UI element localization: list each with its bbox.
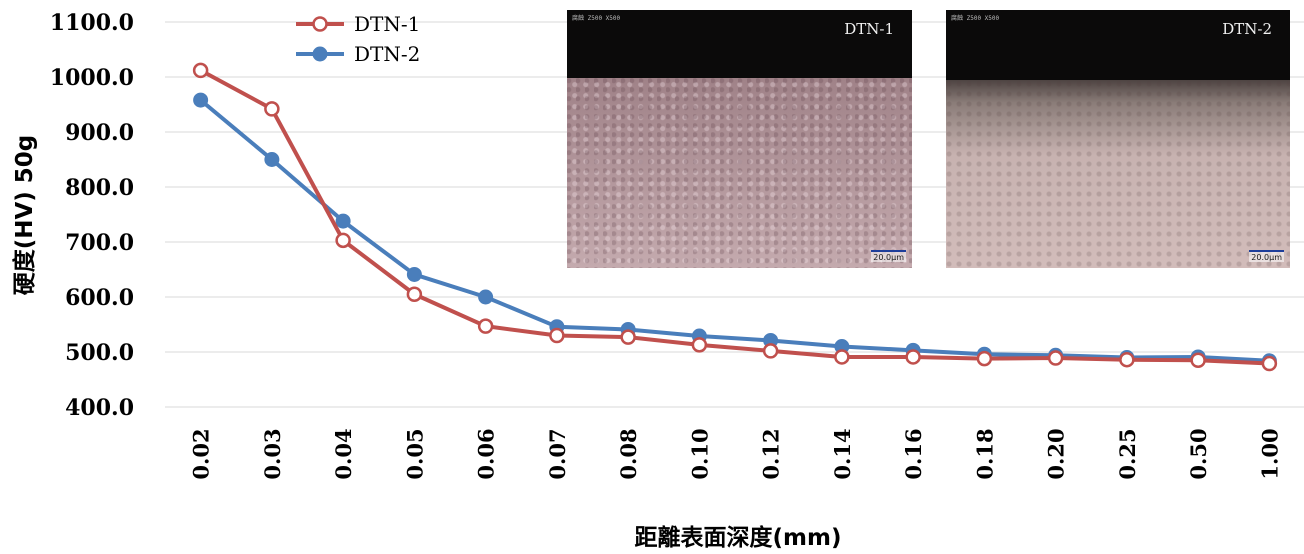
data-point	[406, 286, 423, 302]
x-tick-label: 0.14	[830, 428, 855, 479]
data-point	[335, 232, 351, 249]
micrograph-texture	[946, 80, 1290, 268]
x-tick-label: 0.10	[687, 428, 712, 479]
y-tick-label: 900.0	[65, 120, 134, 146]
x-tick-label: 0.12	[759, 428, 784, 479]
legend-marker-dtn-1	[312, 16, 328, 32]
series-dtn-1	[192, 62, 1278, 372]
x-tick-label: 0.02	[189, 428, 214, 479]
legend-marker-dtn-2	[312, 46, 328, 62]
data-point	[335, 213, 351, 229]
data-point	[1190, 352, 1206, 368]
data-point	[549, 327, 565, 344]
y-axis-title: 硬度(HV) 50g	[11, 135, 38, 296]
micrograph-dtn-1: 腐蝕 Z500 X500 DTN-1 20.0µm	[567, 10, 912, 268]
legend-label-dtn-1: DTN-1	[354, 12, 420, 36]
x-tick-label: 1.00	[1257, 428, 1282, 479]
y-tick-labels: 1100.0 1000.0 900.0 800.0 700.0 600.0 500.0 400…	[50, 10, 134, 421]
series-lines	[192, 62, 1278, 372]
data-point	[478, 289, 494, 305]
micrograph-dtn-2: 腐蝕 Z500 X500 DTN-2 20.0µm	[946, 10, 1290, 268]
scale-bar: 20.0µm	[871, 250, 906, 262]
y-tick-label: 1000.0	[50, 65, 134, 91]
x-tick-label: 0.05	[402, 428, 427, 479]
data-point	[264, 152, 280, 167]
micrograph-caption: 腐蝕 Z500 X500	[951, 15, 1000, 22]
data-point	[192, 62, 209, 79]
data-point	[976, 350, 993, 367]
data-point	[834, 349, 850, 365]
x-tick-label: 0.06	[474, 428, 499, 479]
legend-label-dtn-2: DTN-2	[354, 42, 420, 66]
micrograph-texture	[567, 78, 912, 268]
data-point	[193, 92, 209, 108]
data-point	[264, 101, 280, 117]
data-point	[762, 343, 779, 359]
data-point	[1261, 355, 1278, 372]
data-point	[905, 349, 921, 365]
x-tick-label: 0.07	[545, 428, 570, 479]
x-axis-title: 距離表面深度(mm)	[635, 524, 842, 551]
x-tick-labels: 0.02 0.03 0.04 0.05 0.06 0.07 0.08 0.10 0.12 0.14…	[189, 428, 1283, 479]
scale-bar: 20.0µm	[1249, 250, 1284, 262]
data-point	[620, 329, 636, 345]
data-point	[477, 318, 494, 334]
x-tick-label: 0.16	[901, 428, 926, 479]
x-tick-label: 0.18	[972, 428, 997, 479]
x-tick-label: 0.04	[331, 428, 356, 479]
micrograph-title: DTN-1	[844, 20, 894, 38]
x-tick-label: 0.03	[260, 428, 285, 479]
series-line	[199, 98, 1270, 363]
y-tick-label: 500.0	[65, 340, 134, 366]
legend: DTN-1 DTN-2	[296, 12, 420, 66]
data-point	[691, 337, 708, 353]
y-tick-label: 1100.0	[50, 10, 134, 36]
x-tick-label: 0.25	[1115, 428, 1140, 479]
micrograph-title: DTN-2	[1222, 20, 1272, 38]
y-tick-label: 600.0	[65, 285, 134, 311]
series-line	[199, 68, 1270, 366]
y-tick-label: 400.0	[65, 395, 134, 421]
x-tick-label: 0.50	[1186, 428, 1211, 479]
x-tick-label: 0.20	[1044, 428, 1069, 479]
micrograph-caption: 腐蝕 Z500 X500	[572, 15, 621, 22]
x-tick-label: 0.08	[616, 428, 641, 479]
data-point	[1119, 351, 1135, 368]
y-tick-label: 700.0	[65, 230, 134, 256]
data-point	[1047, 350, 1064, 366]
data-point	[406, 266, 422, 282]
y-tick-label: 800.0	[65, 175, 134, 201]
